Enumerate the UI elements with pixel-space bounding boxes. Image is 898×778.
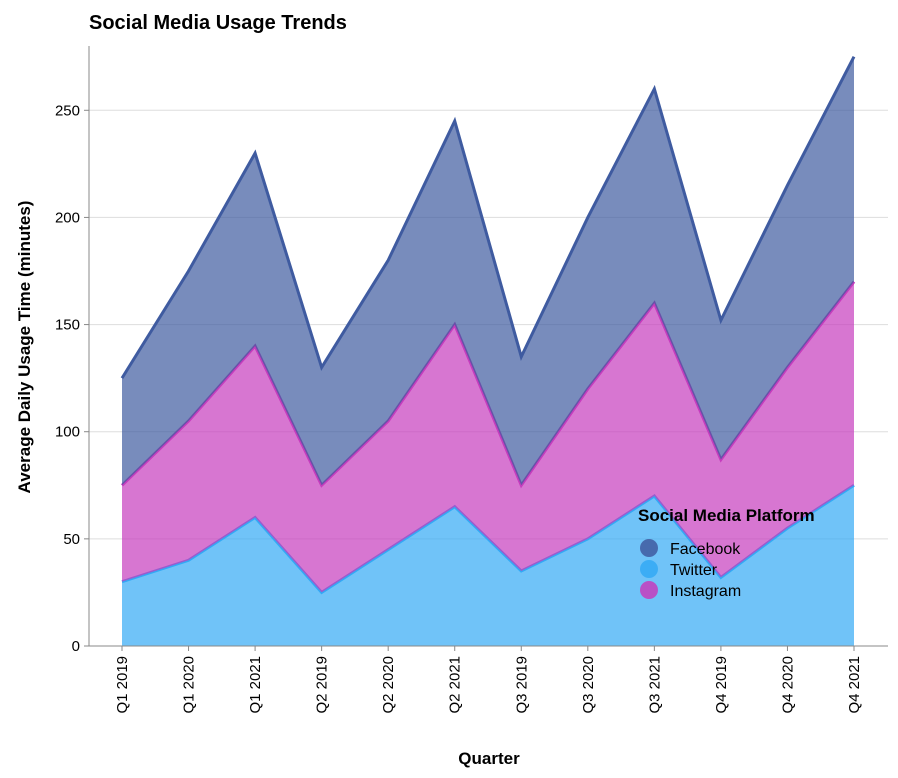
x-tick-label: Q1 2021 xyxy=(247,656,264,714)
chart-title: Social Media Usage Trends xyxy=(89,12,347,34)
x-tick-label: Q2 2019 xyxy=(314,656,331,714)
x-tick-label: Q4 2021 xyxy=(846,656,863,714)
legend-items: Facebook Twitter Instagram xyxy=(640,539,741,600)
area-series xyxy=(120,56,856,646)
legend: Social Media Platform Facebook Twitter Ins… xyxy=(638,506,815,600)
legend-title: Social Media Platform xyxy=(638,506,815,525)
x-tick-label: Q4 2020 xyxy=(779,656,796,714)
y-axis-ticks: 0 50 100 150 200 250 xyxy=(55,102,89,655)
x-tick-label: Q3 2021 xyxy=(646,656,663,714)
area-twitter xyxy=(122,485,854,646)
y-tick-label: 50 xyxy=(63,531,80,548)
legend-swatch-facebook xyxy=(640,539,658,557)
area-facebook xyxy=(122,56,854,486)
y-tick-label: 0 xyxy=(72,638,80,655)
legend-swatch-twitter xyxy=(640,560,658,578)
x-axis-title: Quarter xyxy=(458,749,520,768)
line-facebook xyxy=(120,56,856,379)
y-tick-label: 200 xyxy=(55,209,80,226)
y-tick-label: 150 xyxy=(55,317,80,334)
x-tick-label: Q1 2020 xyxy=(181,656,198,714)
x-tick-label: Q1 2019 xyxy=(114,656,131,714)
legend-swatch-instagram xyxy=(640,581,658,599)
axes: 0 50 100 150 200 250 Q1 2019 Q1 2020 Q1 2021 Q2 … xyxy=(55,46,888,714)
x-tick-label: Q3 2020 xyxy=(580,656,597,714)
y-tick-label: 250 xyxy=(55,102,80,119)
x-axis-ticks: Q1 2019 Q1 2020 Q1 2021 Q2 2019 Q2 2020 Q2 20… xyxy=(114,646,863,714)
legend-label-facebook: Facebook xyxy=(670,541,741,558)
y-tick-label: 100 xyxy=(55,424,80,441)
legend-label-instagram: Instagram xyxy=(670,583,741,600)
area-instagram xyxy=(122,281,854,593)
legend-item-twitter: Twitter xyxy=(640,560,718,579)
x-tick-label: Q2 2021 xyxy=(447,656,464,714)
legend-label-twitter: Twitter xyxy=(670,562,718,579)
x-tick-label: Q2 2020 xyxy=(380,656,397,714)
y-axis-title: Average Daily Usage Time (minutes) xyxy=(15,201,34,494)
x-tick-label: Q4 2019 xyxy=(713,656,730,714)
legend-item-facebook: Facebook xyxy=(640,539,741,558)
legend-item-instagram: Instagram xyxy=(640,581,741,600)
x-tick-label: Q3 2019 xyxy=(513,656,530,714)
